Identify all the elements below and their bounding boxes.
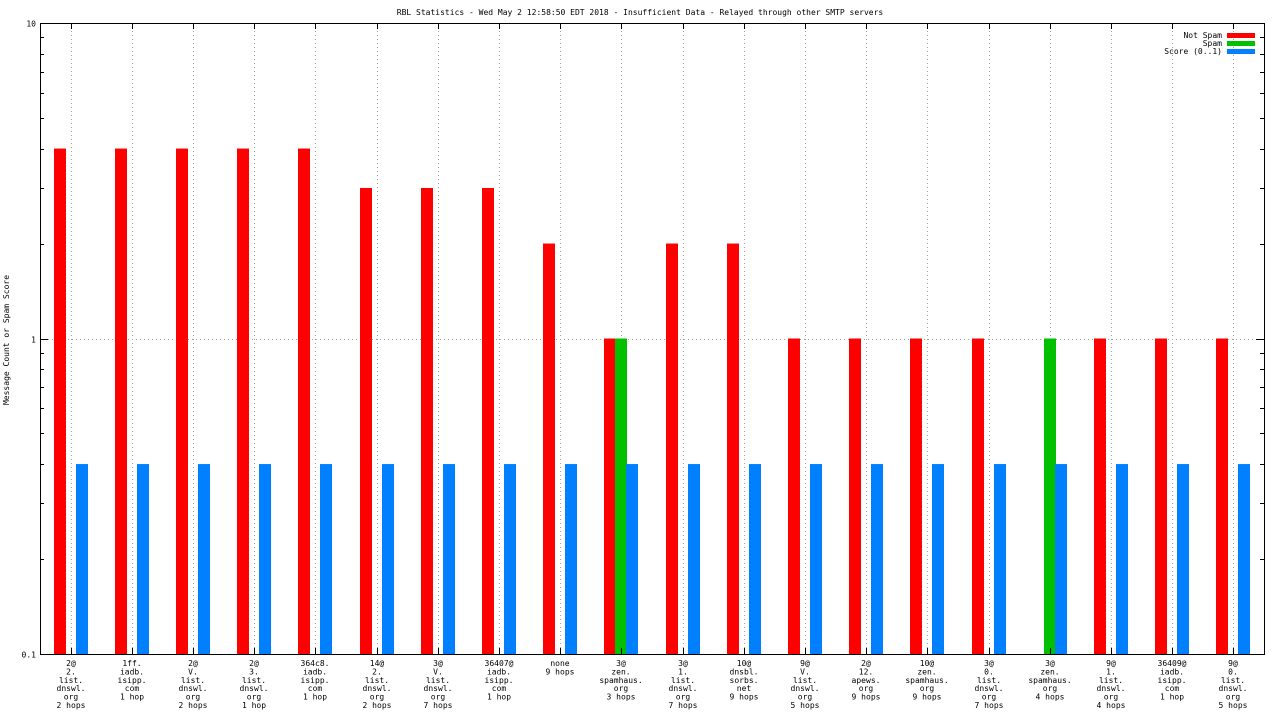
bar-spam [615,338,627,654]
bar-score [259,464,271,654]
bar-score [626,464,638,654]
bar-score [932,464,944,654]
bar-score [810,464,822,654]
bar-not-spam [604,338,616,654]
x-tick-label: 2@ 3. list. dnswl. org 1 hop [240,659,269,710]
bar-not-spam [421,187,433,654]
tick-layer: 0.1 1 10 [22,20,1264,660]
grid-layer [40,23,1264,654]
x-tick-label: 3@ 0. list. dnswl. org 7 hops [975,659,1004,710]
x-tick-label: 3@ V. list. dnswl. org 7 hops [424,659,453,710]
x-tick-label: 3@ 1. list. dnswl. org 7 hops [669,659,698,710]
bar-score [1177,464,1189,654]
x-tick-label: 10@ zen. spamhaus. org 9 hops [905,659,948,702]
bar-score [76,464,88,654]
bar-layer [54,148,1250,655]
bar-score [1238,464,1250,654]
bar-score [320,464,332,654]
bar-score [137,464,149,654]
bar-score [198,464,210,654]
y-axis-label: Message Count or Spam Score [2,275,11,405]
bar-not-spam [849,338,861,654]
bar-score [504,464,516,654]
legend-swatch [1227,49,1255,54]
bar-not-spam [1094,338,1106,654]
legend-swatch [1227,33,1255,38]
bar-score [1116,464,1128,654]
bar-not-spam [482,187,494,654]
y-tick-label: 10 [26,20,36,29]
x-tick-label: 2@ 2. list. dnswl. org 2 hops [57,659,86,710]
legend-label: Score (0..1) [1164,47,1222,56]
x-tick-label: 9@ V. list. dnswl. org 5 hops [791,659,820,710]
bar-not-spam [298,148,310,654]
x-tick-label: 364c8. iadb. isipp. com 1 hop [301,659,330,702]
bar-not-spam [237,148,249,654]
y-tick-label: 1 [31,336,36,345]
label-layer: 2@ 2. list. dnswl. org 2 hops 1ff. iadb. isipp. c… [57,659,1248,710]
bar-not-spam [115,148,127,654]
bar-not-spam [788,338,800,654]
legend-label: Spam [1203,39,1222,48]
bar-not-spam [54,148,66,654]
x-tick-label: 9@ 0. list. dnswl. org 5 hops [1219,659,1248,710]
bar-not-spam [727,243,739,655]
x-tick-label: 14@ 2. list. dnswl. org 2 hops [363,659,392,710]
legend-swatch [1227,41,1255,46]
bar-score [565,464,577,654]
x-tick-label: none 9 hops [546,659,575,676]
x-tick-label: 36407@ iadb. isipp. com 1 hop [485,659,514,702]
bar-score [871,464,883,654]
bar-not-spam [176,148,188,654]
x-tick-label: 36409@ iadb. isipp. com 1 hop [1158,659,1187,702]
bar-not-spam [360,187,372,654]
x-tick-label: 2@ 12. apews. org 9 hops [852,659,881,702]
bar-not-spam [910,338,922,654]
x-tick-label: 3@ zen. spamhaus. org 3 hops [599,659,642,702]
bar-not-spam [1216,338,1228,654]
x-tick-label: 9@ 1. list. dnswl. org 4 hops [1097,659,1126,710]
bar-spam [1044,338,1056,654]
bar-score [994,464,1006,654]
bar-score [749,464,761,654]
bar-not-spam [1155,338,1167,654]
legend-label: Not Spam [1183,31,1222,40]
bar-score [688,464,700,654]
bar-score [1055,464,1067,654]
bar-not-spam [666,243,678,655]
x-tick-label: 3@ zen. spamhaus. org 4 hops [1028,659,1071,702]
y-tick-label: 0.1 [22,651,37,660]
bar-not-spam [972,338,984,654]
bar-score [443,464,455,654]
bar-score [382,464,394,654]
bar-not-spam [543,243,555,655]
x-tick-label: 1ff. iadb. isipp. com 1 hop [118,659,147,702]
chart-title: RBL Statistics - Wed May 2 12:58:50 EDT … [397,8,884,17]
x-tick-label: 2@ V. list. dnswl. org 2 hops [179,659,208,710]
x-tick-label: 10@ dnsbl. sorbs. net 9 hops [730,659,759,702]
